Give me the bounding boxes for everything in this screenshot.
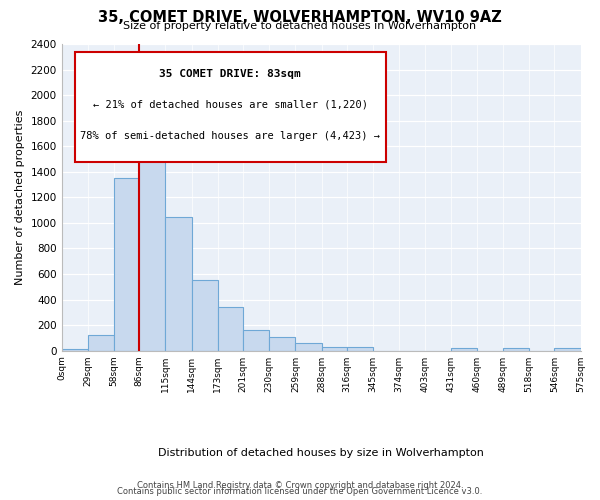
Bar xyxy=(295,343,322,350)
Bar xyxy=(114,178,139,350)
Text: 78% of semi-detached houses are larger (4,423) →: 78% of semi-detached houses are larger (… xyxy=(80,130,380,140)
Bar xyxy=(347,347,373,350)
Bar xyxy=(166,216,191,350)
Bar xyxy=(554,348,581,350)
Bar xyxy=(191,280,218,350)
Text: Contains public sector information licensed under the Open Government Licence v3: Contains public sector information licen… xyxy=(118,488,482,496)
Bar xyxy=(322,347,347,350)
Bar xyxy=(139,109,166,350)
Text: 35, COMET DRIVE, WOLVERHAMPTON, WV10 9AZ: 35, COMET DRIVE, WOLVERHAMPTON, WV10 9AZ xyxy=(98,10,502,25)
Y-axis label: Number of detached properties: Number of detached properties xyxy=(15,110,25,285)
FancyBboxPatch shape xyxy=(74,52,386,162)
Text: ← 21% of detached houses are smaller (1,220): ← 21% of detached houses are smaller (1,… xyxy=(93,100,368,110)
Bar xyxy=(243,330,269,350)
Bar xyxy=(269,337,295,350)
Bar xyxy=(218,308,243,350)
Bar xyxy=(503,348,529,350)
X-axis label: Distribution of detached houses by size in Wolverhampton: Distribution of detached houses by size … xyxy=(158,448,484,458)
Text: Contains HM Land Registry data © Crown copyright and database right 2024.: Contains HM Land Registry data © Crown c… xyxy=(137,481,463,490)
Bar xyxy=(88,334,114,350)
Text: 35 COMET DRIVE: 83sqm: 35 COMET DRIVE: 83sqm xyxy=(160,69,301,79)
Bar xyxy=(451,348,477,350)
Text: Size of property relative to detached houses in Wolverhampton: Size of property relative to detached ho… xyxy=(124,21,476,31)
